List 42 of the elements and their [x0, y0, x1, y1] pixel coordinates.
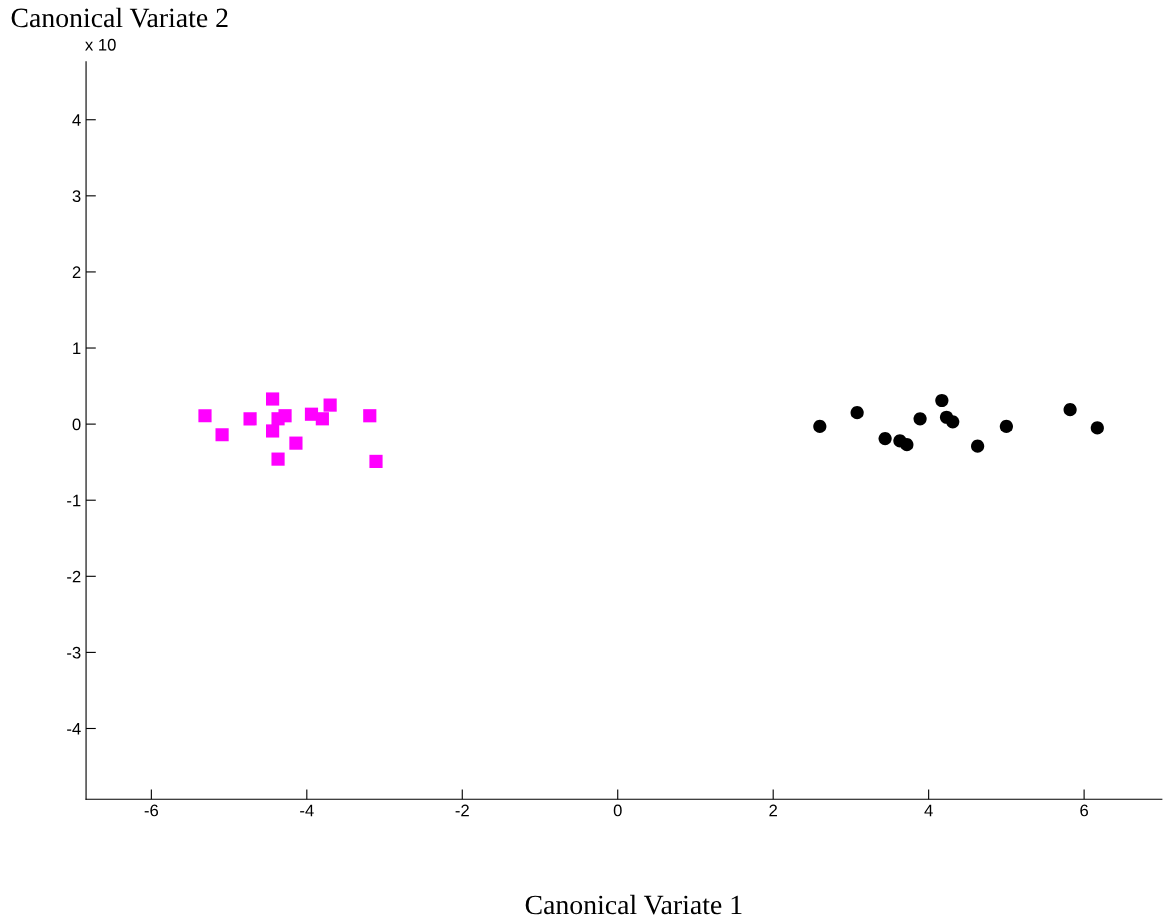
point: [271, 452, 285, 466]
point: [878, 431, 892, 446]
point: [363, 409, 377, 423]
x-tick-label: -6: [144, 804, 159, 817]
point: [1063, 403, 1077, 417]
point: [946, 415, 960, 429]
point: [1090, 421, 1104, 435]
x-tick-label: 0: [613, 804, 622, 817]
y-tick-label: 2: [72, 266, 81, 278]
y-axis-title: Canonical Variate 2: [11, 7, 228, 28]
point: [900, 438, 914, 452]
x-tick-label: 2: [769, 804, 777, 817]
y-tick-label: -4: [67, 723, 81, 735]
point: [323, 398, 337, 412]
y-tick-label: 1: [73, 342, 81, 355]
point: [913, 412, 927, 426]
point: [369, 454, 383, 468]
y-tick-label: -2: [67, 570, 81, 583]
x-tick-label: 6: [1080, 804, 1089, 817]
point: [935, 393, 949, 408]
point: [278, 409, 292, 423]
point: [813, 419, 827, 433]
x-tick-label: -4: [300, 804, 314, 817]
y-tick-label: -1: [67, 494, 81, 507]
point: [289, 436, 303, 450]
x-tick-label: 4: [924, 804, 933, 817]
x-tick-label: -2: [455, 804, 469, 817]
point: [999, 419, 1013, 433]
point: [315, 412, 329, 426]
point: [243, 412, 257, 426]
y-tick-label: -3: [67, 646, 81, 659]
y-tick-label: 3: [72, 190, 81, 203]
y-tick-label: 0: [72, 418, 81, 431]
point: [198, 409, 212, 423]
point: [850, 406, 864, 420]
y-tick-label: 4: [72, 114, 81, 126]
point: [266, 424, 280, 438]
x-axis-title: Canonical Variate 1: [525, 894, 742, 915]
point: [215, 428, 229, 442]
text: x 10: [85, 38, 116, 51]
point: [266, 392, 280, 406]
point: [971, 439, 985, 453]
